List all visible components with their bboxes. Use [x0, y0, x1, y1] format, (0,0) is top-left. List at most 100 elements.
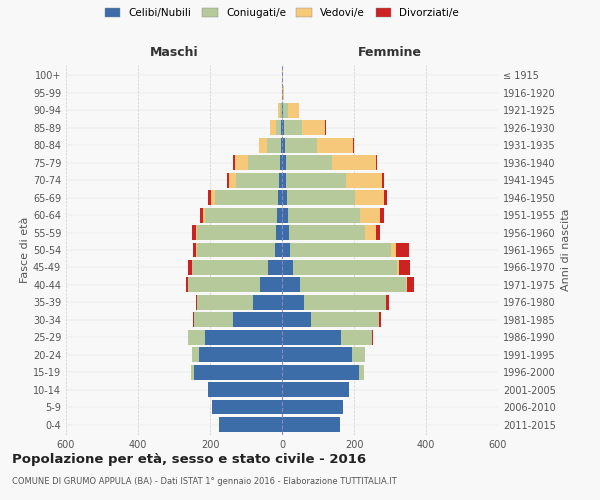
Bar [282, 348, 352, 362]
Bar [192, 348, 199, 362]
Bar [194, 312, 233, 327]
Bar [396, 242, 409, 258]
Bar [215, 190, 278, 205]
Bar [376, 156, 377, 170]
Bar [282, 120, 284, 135]
Bar [233, 156, 235, 170]
Bar [193, 312, 194, 327]
Bar [283, 86, 284, 100]
Bar [386, 295, 389, 310]
Bar [248, 156, 280, 170]
Y-axis label: Anni di nascita: Anni di nascita [561, 209, 571, 291]
Bar [208, 190, 211, 205]
Bar [282, 295, 304, 310]
Bar [253, 295, 282, 310]
Bar [282, 365, 359, 380]
Bar [229, 173, 236, 188]
Bar [236, 173, 279, 188]
Bar [196, 225, 197, 240]
Bar [196, 242, 197, 258]
Bar [278, 103, 280, 118]
Bar [282, 330, 341, 344]
Bar [259, 138, 266, 152]
Bar [300, 278, 406, 292]
Bar [304, 295, 386, 310]
Bar [282, 208, 289, 222]
Bar [227, 173, 229, 188]
Bar [406, 278, 407, 292]
Bar [397, 260, 399, 275]
Bar [317, 138, 353, 152]
Bar [271, 120, 276, 135]
Bar [311, 312, 379, 327]
Bar [200, 208, 203, 222]
Bar [193, 242, 196, 258]
Bar [376, 225, 380, 240]
Bar [197, 225, 276, 240]
Bar [233, 312, 282, 327]
Bar [191, 365, 194, 380]
Bar [282, 400, 343, 414]
Bar [282, 225, 289, 240]
Bar [211, 190, 215, 205]
Bar [282, 138, 285, 152]
Bar [276, 225, 282, 240]
Bar [289, 225, 365, 240]
Bar [280, 156, 282, 170]
Bar [281, 120, 282, 135]
Bar [212, 400, 282, 414]
Bar [196, 295, 197, 310]
Bar [290, 242, 391, 258]
Bar [286, 173, 346, 188]
Bar [188, 278, 260, 292]
Bar [278, 190, 282, 205]
Bar [203, 208, 205, 222]
Bar [282, 103, 283, 118]
Bar [268, 260, 282, 275]
Bar [219, 417, 282, 432]
Bar [282, 156, 286, 170]
Bar [325, 120, 326, 135]
Bar [355, 190, 384, 205]
Bar [332, 156, 376, 170]
Bar [205, 208, 277, 222]
Y-axis label: Fasce di età: Fasce di età [20, 217, 30, 283]
Bar [277, 208, 282, 222]
Legend: Celibi/Nubili, Coniugati/e, Vedovi/e, Divorziati/e: Celibi/Nubili, Coniugati/e, Vedovi/e, Di… [105, 8, 459, 18]
Bar [379, 312, 381, 327]
Bar [293, 260, 397, 275]
Bar [266, 138, 281, 152]
Bar [359, 365, 364, 380]
Bar [282, 417, 340, 432]
Bar [382, 173, 383, 188]
Bar [302, 120, 325, 135]
Bar [197, 295, 253, 310]
Text: Maschi: Maschi [149, 46, 199, 59]
Bar [284, 120, 302, 135]
Bar [282, 382, 349, 397]
Text: COMUNE DI GRUMO APPULA (BA) - Dati ISTAT 1° gennaio 2016 - Elaborazione TUTTITAL: COMUNE DI GRUMO APPULA (BA) - Dati ISTAT… [12, 478, 397, 486]
Bar [282, 312, 311, 327]
Bar [285, 138, 317, 152]
Bar [194, 365, 282, 380]
Bar [260, 278, 282, 292]
Bar [286, 156, 332, 170]
Bar [188, 260, 192, 275]
Bar [282, 242, 290, 258]
Bar [197, 242, 275, 258]
Bar [279, 173, 282, 188]
Bar [275, 242, 282, 258]
Bar [205, 330, 282, 344]
Bar [391, 242, 396, 258]
Bar [287, 190, 355, 205]
Bar [380, 208, 384, 222]
Bar [372, 330, 373, 344]
Bar [399, 260, 410, 275]
Bar [208, 382, 282, 397]
Bar [341, 330, 372, 344]
Bar [282, 68, 283, 83]
Bar [353, 138, 355, 152]
Bar [352, 348, 365, 362]
Bar [346, 173, 382, 188]
Bar [199, 348, 282, 362]
